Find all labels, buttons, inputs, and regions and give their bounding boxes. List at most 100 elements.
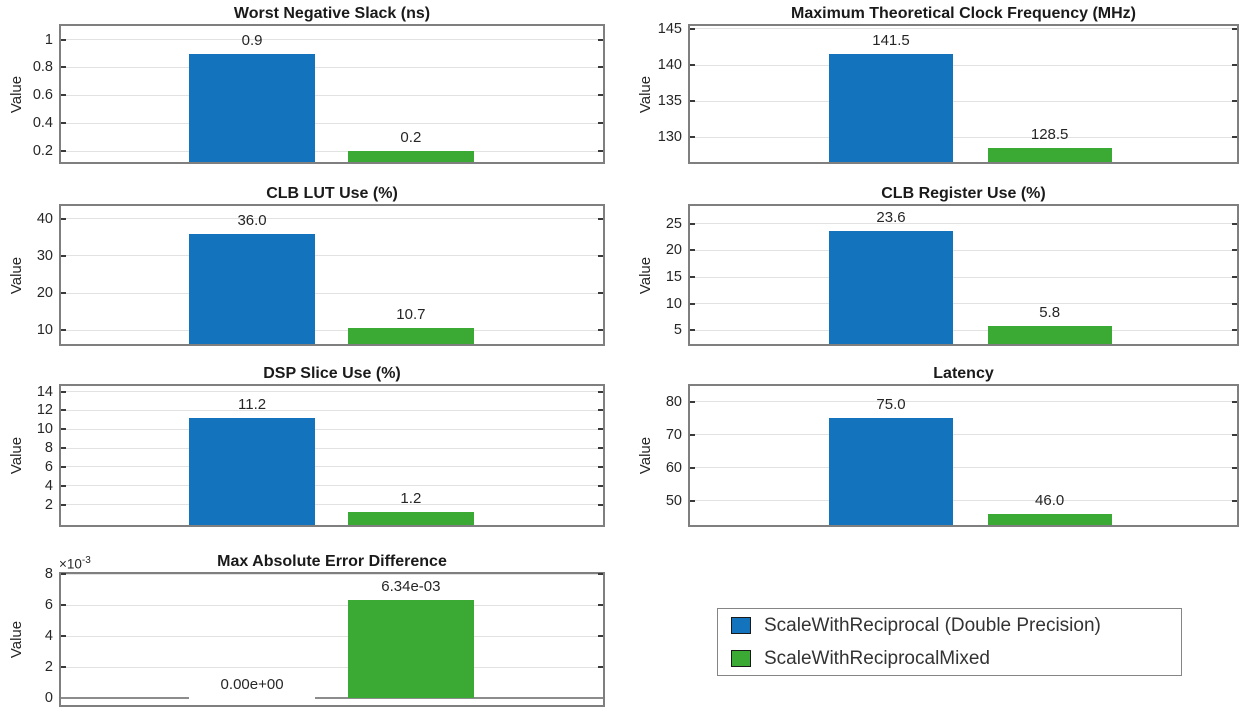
bar-value-label: 36.0 bbox=[237, 211, 267, 229]
gridline bbox=[690, 434, 1237, 436]
bar-value-label: 11.2 bbox=[238, 396, 267, 413]
bar-value-label: 1.2 bbox=[400, 490, 422, 508]
tick-mark bbox=[61, 447, 66, 450]
y-tick-label: 4 bbox=[44, 628, 53, 645]
gridline bbox=[61, 94, 603, 96]
tick-mark bbox=[61, 94, 66, 97]
y-tick-label: 8 bbox=[44, 440, 53, 457]
gridline bbox=[61, 150, 603, 152]
gridline bbox=[690, 401, 1237, 403]
y-tick-label: 0 bbox=[44, 690, 53, 707]
bar-series1 bbox=[828, 54, 954, 162]
gridline bbox=[61, 604, 603, 606]
tick-mark bbox=[1232, 64, 1237, 67]
tick-mark bbox=[61, 666, 66, 669]
y-tick-label: 20 bbox=[36, 285, 53, 302]
bar-series2 bbox=[347, 151, 474, 162]
bar-value-label: 23.6 bbox=[876, 209, 906, 227]
bar-value-label: 0.2 bbox=[400, 129, 422, 147]
tick-mark bbox=[61, 428, 66, 431]
tick-mark bbox=[598, 428, 603, 431]
y-tick-label: 10 bbox=[36, 322, 53, 339]
zero-bar-gap bbox=[188, 696, 316, 700]
y-tick-label: 6 bbox=[44, 597, 53, 614]
axis-exponent-label: ×10-3 bbox=[59, 554, 91, 572]
tick-mark bbox=[598, 666, 603, 669]
legend-item-series1: ScaleWithReciprocal (Double Precision) bbox=[731, 611, 1181, 641]
gridline bbox=[690, 276, 1237, 278]
tick-mark bbox=[61, 409, 66, 412]
tick-mark bbox=[598, 292, 603, 295]
y-tick-label: 0.4 bbox=[32, 115, 53, 132]
tick-mark bbox=[598, 150, 603, 153]
tick-mark bbox=[61, 122, 66, 125]
tick-mark bbox=[61, 635, 66, 638]
tick-mark bbox=[61, 254, 66, 257]
gridline bbox=[61, 66, 603, 68]
tick-mark bbox=[1232, 400, 1237, 403]
tick-mark bbox=[1232, 329, 1237, 332]
chart-axes-2: Maximum Theoretical Clock Frequency (MHz… bbox=[638, 5, 1239, 164]
bar-series2 bbox=[347, 599, 474, 699]
tick-mark bbox=[1232, 276, 1237, 279]
bar-series2 bbox=[987, 148, 1112, 162]
y-tick-label: 0.2 bbox=[32, 143, 53, 160]
gridline bbox=[61, 635, 603, 637]
tick-mark bbox=[598, 94, 603, 97]
chart-axes-6: Latency Value 50 60 70 80 75.0 46.0 bbox=[638, 365, 1239, 527]
tick-mark bbox=[598, 329, 603, 332]
bar-series1 bbox=[188, 53, 316, 162]
chart-axes-3: CLB LUT Use (%) Value 10 20 30 40 36.0 10.7 bbox=[9, 185, 605, 346]
y-tick-label: 30 bbox=[36, 247, 53, 264]
y-tick-label: 6 bbox=[44, 458, 53, 475]
y-tick-label: 8 bbox=[44, 566, 53, 582]
tick-mark bbox=[598, 484, 603, 487]
bar-series1 bbox=[188, 233, 316, 344]
gridline bbox=[61, 485, 603, 487]
tick-mark bbox=[598, 217, 603, 220]
y-tick-label: 10 bbox=[36, 421, 53, 438]
y-tick-label: 12 bbox=[36, 402, 53, 419]
gridline bbox=[690, 467, 1237, 469]
chart-axes-5: DSP Slice Use (%) Value 2 4 6 8 10 12 14 11.2 1.2 bbox=[9, 365, 605, 527]
bar-series1 bbox=[188, 418, 316, 525]
tick-mark bbox=[1232, 100, 1237, 103]
gridline bbox=[61, 329, 603, 331]
chart-axes-7: Max Absolute Error Difference Value ×10-3 0… bbox=[9, 553, 605, 707]
y-tick-label: 4 bbox=[44, 477, 53, 494]
gridline bbox=[690, 303, 1237, 305]
gridline bbox=[61, 255, 603, 257]
y-tick-label: 50 bbox=[665, 492, 682, 509]
gridline bbox=[690, 249, 1237, 251]
tick-mark bbox=[598, 390, 603, 393]
bar-series2 bbox=[347, 512, 474, 525]
tick-mark bbox=[1232, 433, 1237, 436]
chart-title: Maximum Theoretical Clock Frequency (MHz… bbox=[791, 5, 1136, 22]
tick-mark bbox=[690, 433, 695, 436]
gridline bbox=[690, 136, 1237, 138]
tick-mark bbox=[61, 150, 66, 153]
y-tick-label: 15 bbox=[665, 269, 682, 286]
gridline bbox=[690, 28, 1237, 30]
tick-mark bbox=[1232, 136, 1237, 139]
y-tick-label: 20 bbox=[665, 242, 682, 259]
tick-mark bbox=[61, 292, 66, 295]
y-tick-label: 130 bbox=[657, 129, 682, 146]
chart-title: CLB Register Use (%) bbox=[881, 185, 1046, 202]
tick-mark bbox=[598, 122, 603, 125]
bar-value-label: 46.0 bbox=[1035, 491, 1065, 509]
gridline bbox=[61, 122, 603, 124]
tick-mark bbox=[61, 465, 66, 468]
bar-value-label: 141.5 bbox=[872, 32, 910, 50]
legend-label-series1: ScaleWithReciprocal (Double Precision) bbox=[764, 614, 1101, 636]
y-tick-label: 70 bbox=[665, 426, 682, 443]
legend: ScaleWithReciprocal (Double Precision) S… bbox=[717, 608, 1182, 676]
bar-value-label: 10.7 bbox=[396, 305, 426, 323]
tick-mark bbox=[598, 573, 603, 575]
tick-mark bbox=[61, 66, 66, 69]
legend-item-series2: ScaleWithReciprocalMixed bbox=[731, 644, 1181, 674]
tick-mark bbox=[61, 217, 66, 220]
y-tick-label: 40 bbox=[36, 210, 53, 227]
bar-series2 bbox=[347, 327, 474, 344]
tick-mark bbox=[690, 499, 695, 502]
